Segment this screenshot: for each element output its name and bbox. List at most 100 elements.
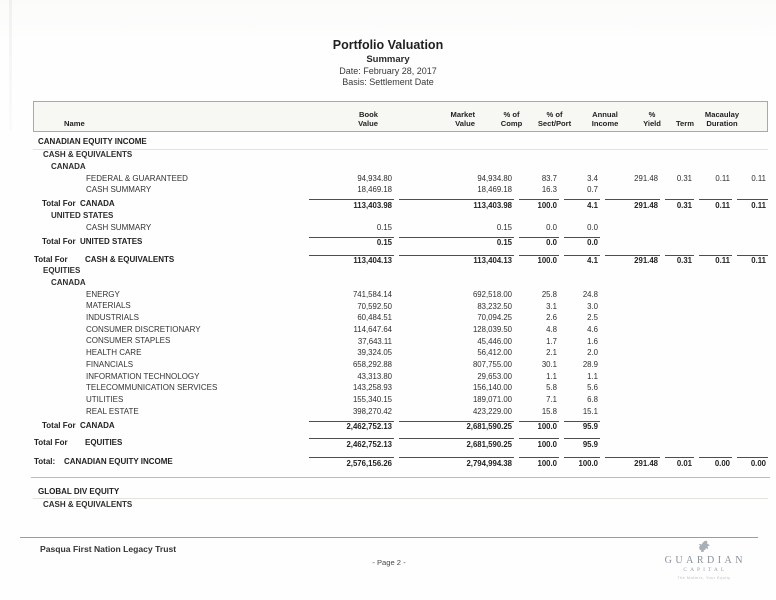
row-label: CASH & EQUIVALENTS bbox=[43, 150, 133, 160]
cell-sect: 95.9 bbox=[564, 420, 600, 432]
table-row: CASH SUMMARY 18,469.18 18,469.18 16.3 0.7 bbox=[33, 185, 768, 197]
row-name: CASH & EQUIVALENTS bbox=[33, 499, 304, 510]
row-name: UNITED STATES bbox=[33, 211, 304, 221]
cell-sect: 0.7 bbox=[587, 185, 598, 195]
row-label: CONSUMER STAPLES bbox=[86, 336, 171, 346]
cell-income: 291.48 bbox=[605, 199, 660, 210]
column-header-term: Term bbox=[675, 118, 694, 128]
row-label: MATERIALS bbox=[86, 301, 131, 311]
cell-duration: 0.11 bbox=[737, 199, 768, 210]
cell-market: 692,518.00 bbox=[472, 289, 512, 299]
cell-market: 156,140.00 bbox=[472, 383, 512, 393]
cell-term: 0.00 bbox=[699, 457, 732, 468]
cell-book: 39,324.05 bbox=[357, 348, 392, 358]
cell-sect: 95.9 bbox=[564, 438, 600, 449]
cell-sect: 5.6 bbox=[587, 383, 598, 393]
account-name: Pasqua First Nation Legacy Trust bbox=[40, 544, 177, 554]
cell-sect: 0.0 bbox=[587, 222, 598, 232]
row-total-prefix: Total For bbox=[34, 254, 68, 264]
cell-comp: 0.0 bbox=[519, 236, 559, 248]
cell-yield: 0.31 bbox=[665, 254, 694, 266]
cell-book: 398,270.42 bbox=[352, 406, 392, 416]
table-row: Total: CANADIAN EQUITY INCOME 2,576,156.26… bbox=[33, 457, 768, 469]
cell-book: 70,592.50 bbox=[357, 301, 392, 311]
row-label: CASH & EQUIVALENTS bbox=[43, 499, 133, 509]
row-name: CANADIAN EQUITY INCOME bbox=[33, 138, 304, 147]
table-row: Total For CASH & EQUIVALENTS 113,404.13 113… bbox=[33, 254, 768, 266]
row-name: CONSUMER DISCRETIONARY bbox=[33, 324, 304, 335]
report-subtitle: Summary bbox=[366, 53, 410, 65]
table-header-row: Name Book Value Market Value % of Comp % of Sect… bbox=[33, 101, 768, 132]
cell-comp: 16.3 bbox=[541, 185, 557, 195]
row-label: HEALTH CARE bbox=[86, 348, 142, 358]
row-name: Total: CANADIAN EQUITY INCOME bbox=[33, 457, 304, 467]
cell-comp: 100.0 bbox=[519, 199, 559, 210]
row-name: Total For EQUITIES bbox=[33, 439, 304, 448]
row-name: FEDERAL & GUARANTEED bbox=[33, 173, 304, 184]
cell-market: 113,403.98 bbox=[399, 199, 514, 210]
row-label: CANADA bbox=[80, 420, 115, 430]
table-row: CASH SUMMARY 0.15 0.15 0.0 0.0 bbox=[33, 222, 768, 234]
cell-market: 807,755.00 bbox=[472, 359, 512, 369]
cell-book: 155,340.15 bbox=[352, 395, 392, 404]
valuation-table: Name Book Value Market Value % of Comp % of Sect… bbox=[31, 101, 770, 511]
column-header-name: Name bbox=[64, 118, 85, 128]
column-header-income: Annual Income bbox=[591, 109, 619, 128]
cell-comp: 30.1 bbox=[541, 359, 557, 369]
cell-comp: 5.8 bbox=[546, 383, 557, 393]
column-header-comp: % of Comp bbox=[500, 109, 523, 128]
page-footer: Pasqua First Nation Legacy Trust - Page … bbox=[20, 537, 758, 600]
row-name: Total For CANADA bbox=[33, 199, 304, 209]
row-label: CANADA bbox=[51, 161, 86, 171]
row-name: TELECOMMUNICATION SERVICES bbox=[33, 383, 304, 393]
report-header: Portfolio Valuation Summary Date: Februa… bbox=[0, 0, 776, 88]
cell-comp: 2.6 bbox=[546, 313, 557, 323]
row-label: CANADA bbox=[80, 199, 115, 209]
cell-book: 60,484.51 bbox=[357, 313, 392, 323]
row-name: UTILITIES bbox=[33, 395, 304, 405]
row-name: CASH SUMMARY bbox=[33, 223, 304, 233]
row-label: CANADIAN EQUITY INCOME bbox=[38, 137, 147, 147]
cell-sect: 1.1 bbox=[587, 371, 598, 381]
table-row: Total For CANADA 113,403.98 113,403.98 100.0… bbox=[33, 199, 768, 211]
row-label: UNITED STATES bbox=[80, 236, 143, 246]
table-row: FINANCIALS 658,292.88 807,755.00 30.1 28.9 bbox=[33, 359, 768, 371]
cell-market: 0.15 bbox=[399, 236, 514, 248]
row-label: CONSUMER DISCRETIONARY bbox=[86, 324, 201, 334]
row-name: CASH SUMMARY bbox=[33, 185, 304, 195]
row-label: EQUITIES bbox=[85, 438, 123, 448]
table-body: CANADIAN EQUITY INCOME CASH & EQUIVALENTS… bbox=[31, 137, 770, 511]
cell-market: 113,404.13 bbox=[399, 254, 514, 266]
cell-market: 0.15 bbox=[496, 222, 512, 232]
column-header-sect: % of Sect/Port bbox=[537, 109, 572, 128]
row-name: FINANCIALS bbox=[33, 359, 304, 370]
row-name: CONSUMER STAPLES bbox=[33, 337, 304, 346]
cell-sect: 28.9 bbox=[582, 359, 598, 369]
row-label: CANADA bbox=[51, 278, 86, 287]
cell-duration: 0.11 bbox=[737, 254, 768, 266]
row-label: FEDERAL & GUARANTEED bbox=[86, 173, 188, 183]
row-label: CANADIAN EQUITY INCOME bbox=[64, 457, 173, 467]
cell-market: 2,794,994.38 bbox=[399, 457, 514, 468]
cell-market: 18,469.18 bbox=[477, 185, 512, 195]
cell-sect: 4.1 bbox=[564, 254, 600, 266]
table-row: FEDERAL & GUARANTEED 94,934.80 94,934.80 83… bbox=[33, 173, 768, 185]
cell-sect: 6.8 bbox=[587, 395, 598, 404]
row-label: CASH SUMMARY bbox=[86, 185, 152, 195]
row-total-prefix: Total For bbox=[42, 236, 76, 246]
table-row: Total For CANADA 2,462,752.13 2,681,590.25 1… bbox=[33, 420, 768, 432]
cell-book: 113,403.98 bbox=[309, 199, 394, 210]
row-name: EQUITIES bbox=[33, 266, 304, 276]
cell-term: 0.11 bbox=[699, 254, 732, 266]
cell-book: 37,643.11 bbox=[357, 336, 392, 346]
table-row: REAL ESTATE 398,270.42 423,229.00 15.8 15.1 bbox=[33, 406, 768, 418]
cell-sect: 4.6 bbox=[587, 324, 598, 334]
table-row: CONSUMER DISCRETIONARY 114,647.64 128,039.… bbox=[33, 324, 768, 336]
table-row: INFORMATION TECHNOLOGY 43,313.80 29,653.00… bbox=[33, 371, 768, 383]
table-row: CONSUMER STAPLES 37,643.11 45,446.00 1.7 1.6 bbox=[33, 336, 768, 348]
table-row: CASH & EQUIVALENTS bbox=[33, 499, 768, 511]
row-label: TELECOMMUNICATION SERVICES bbox=[86, 383, 218, 393]
cell-market: 2,681,590.25 bbox=[399, 438, 514, 449]
row-label: FINANCIALS bbox=[86, 359, 134, 369]
cell-book: 2,462,752.13 bbox=[309, 438, 394, 449]
